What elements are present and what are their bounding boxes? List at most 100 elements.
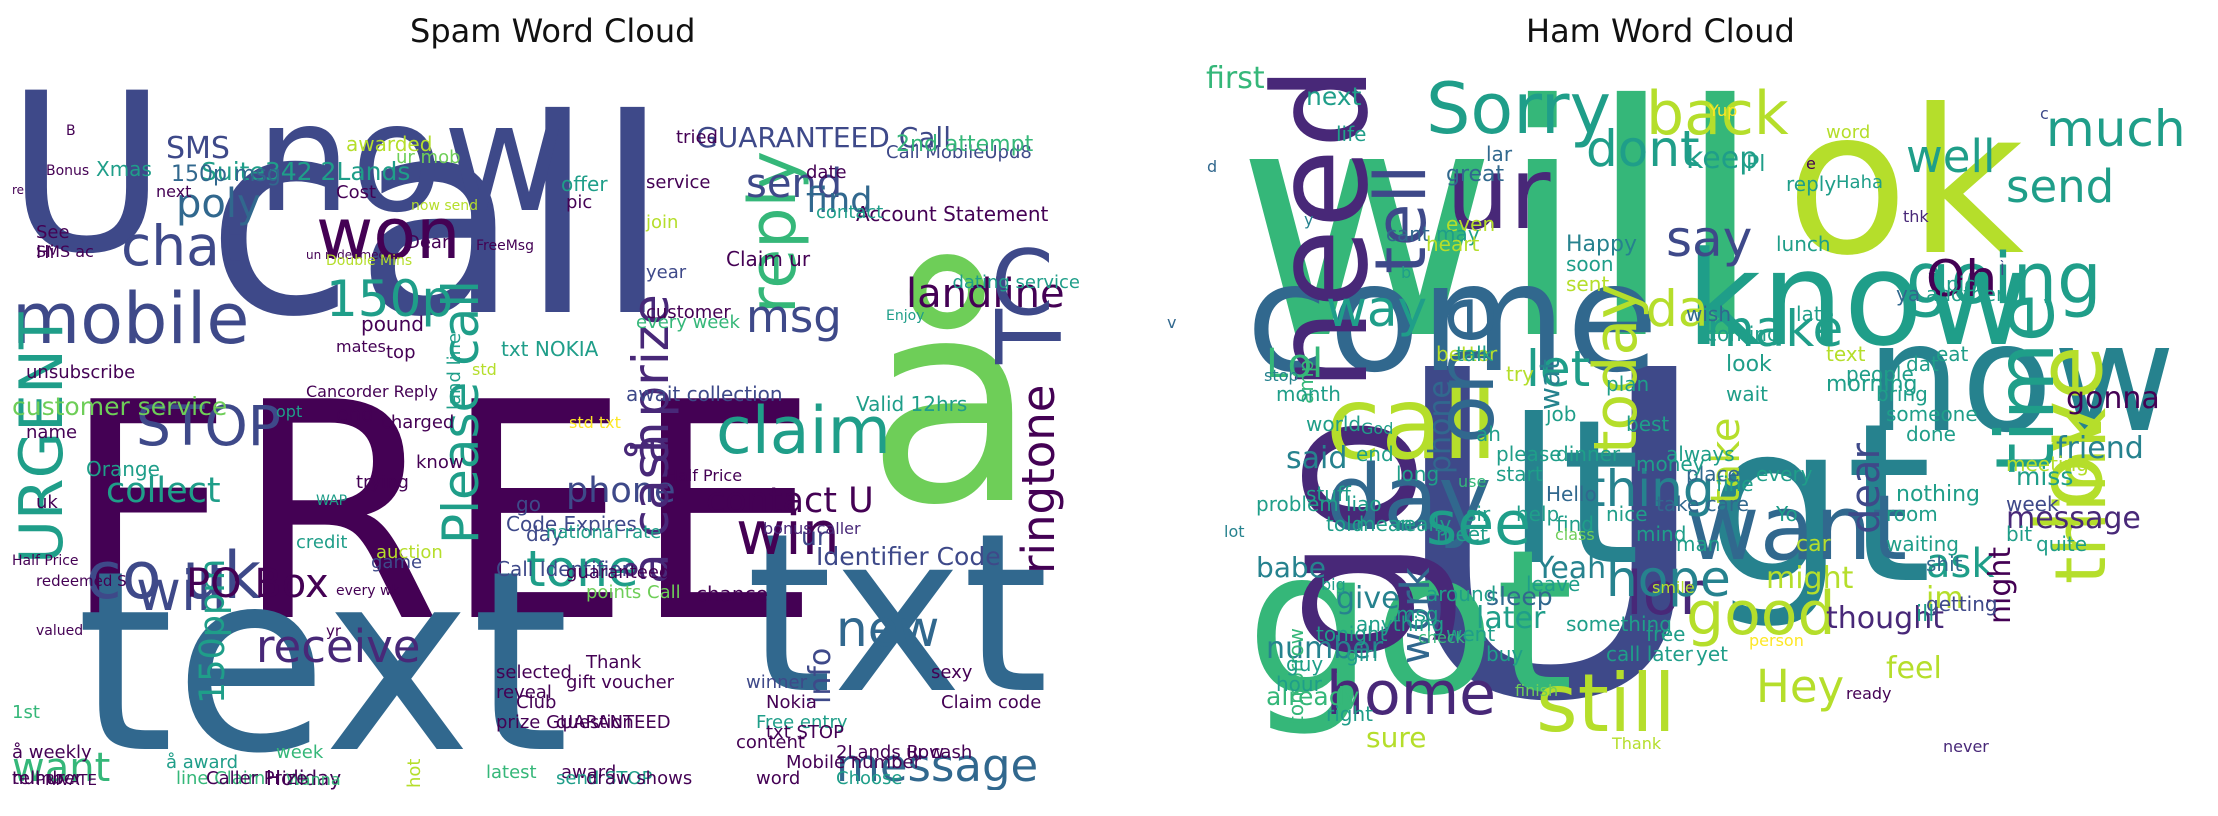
ham-word: Ì [2000,260,2005,279]
ham-word: ur [1446,135,1551,252]
ham-word: tell [1360,164,1442,274]
spam-word: selected [496,662,572,683]
ham-word: feel [1886,651,1942,686]
ham-word: free [1646,622,1686,646]
ham-word: someone [1886,402,1978,426]
ham-word: job [1546,402,1577,426]
ham-word: U [1386,277,1716,790]
ham-word: da [1646,280,1709,338]
ham-word: bit [2006,522,2033,546]
spam-word: redeemed S [36,572,127,590]
spam-word: phone [566,471,676,511]
ham-word: yet [1696,642,1728,666]
spam-word: hot [404,758,425,788]
spam-word: contact [816,202,884,223]
spam-word: join [646,212,679,233]
ham-word: bring [1876,382,1928,406]
spam-word: Holiday [266,766,342,790]
spam-word: send [746,161,843,207]
ham-word: nice [1606,502,1648,526]
spam-word: valued [36,623,84,639]
spam-word: 2nd attempt [896,132,1034,157]
ham-word: nothing [1896,482,1980,507]
ham-word: best [1626,412,1670,436]
ham-word: Lol [1266,341,1324,387]
spam-word: Suite342 2Lands [201,157,411,186]
spam-word: win [736,499,840,569]
ham-word: another [1926,282,2005,306]
spam-word: award [561,762,617,783]
ham-word: call [1326,365,1498,482]
spam-word: txt NOKIA [501,337,599,361]
spam-word: year [646,262,687,283]
spam-word: GUARANTEED Call [696,121,951,154]
spam-word: content [736,732,805,753]
spam-word: now send [411,198,479,214]
spam-word: call [206,64,670,376]
ham-word: leave [1526,572,1581,596]
ham-word: keep [1686,141,1759,176]
ham-word: Happy [1566,232,1637,257]
spam-word: customer [646,302,731,323]
spam-word: uk [36,492,58,513]
ham-word: around [1426,582,1497,606]
spam-word: gift voucher [566,672,675,693]
ham-word: getting [1926,592,1998,616]
spam-word: trying [356,472,409,493]
spam-word: new [836,600,940,658]
spam-word: U [6,64,168,302]
spam-word: Call Identifier [496,557,630,581]
ham-word: really [1396,512,1452,536]
ham-word: sure [1366,721,1427,754]
spam-word: SMS [166,131,230,166]
spam-word: pic [566,192,593,213]
spam-word: Xmas [96,157,152,181]
spam-word: charged [381,412,455,433]
ham-word: sleep [1486,582,1553,611]
ham-word: liao [1346,492,1382,516]
ham-word: girl [1346,642,1379,666]
ham-word: check [1418,628,1465,647]
ham-word: come [1246,232,1659,406]
ham-word: end [1356,442,1394,466]
spam-word: Nokia [766,692,817,713]
spam-word: re [12,183,25,197]
ham-word: gt [1706,376,1932,632]
ham-word: lot [1224,522,1245,541]
spam-word: ur cash [906,742,973,763]
spam-word: every week [636,312,740,333]
spam-word: tone [526,540,639,598]
ham-word: every [1756,462,1813,486]
spam-word: Cancorder Reply [306,382,438,401]
spam-word: msg [746,290,842,343]
ham-word: late [1796,302,1834,326]
ham-word: never [1943,737,1989,756]
ham-word: better [1436,342,1498,366]
spam-word: day [526,522,563,546]
ham-word: waiting [1886,532,1959,556]
spam-word: C [991,231,1054,336]
ham-word: class [1555,525,1595,544]
ham-word: first [1206,64,1265,96]
ham-word: person [1749,631,1804,650]
spam-word: FreeMsg [476,238,534,254]
ham-word: thk [1903,207,1929,226]
spam-word: 150p [326,270,454,328]
ham-word: give [1336,581,1400,616]
spam-word: ur [801,522,828,551]
ham-word: Yup [1709,101,1738,120]
spam-word: PO Box [186,561,329,607]
ham-word: look [1726,352,1772,377]
spam-word: every wk [336,583,400,599]
spam-word: dating service [952,272,1080,293]
spam-word: å [866,241,1038,567]
spam-word: Half Price [12,553,79,569]
spam-word: question [556,712,634,733]
ham-word: world [1306,412,1362,436]
ham-word: ok [1786,67,2025,300]
ham-word: heart [1426,232,1480,256]
ham-word: Pl [1746,152,1766,177]
ham-word: man [1676,532,1721,556]
ham-word: take care [1656,492,1749,516]
